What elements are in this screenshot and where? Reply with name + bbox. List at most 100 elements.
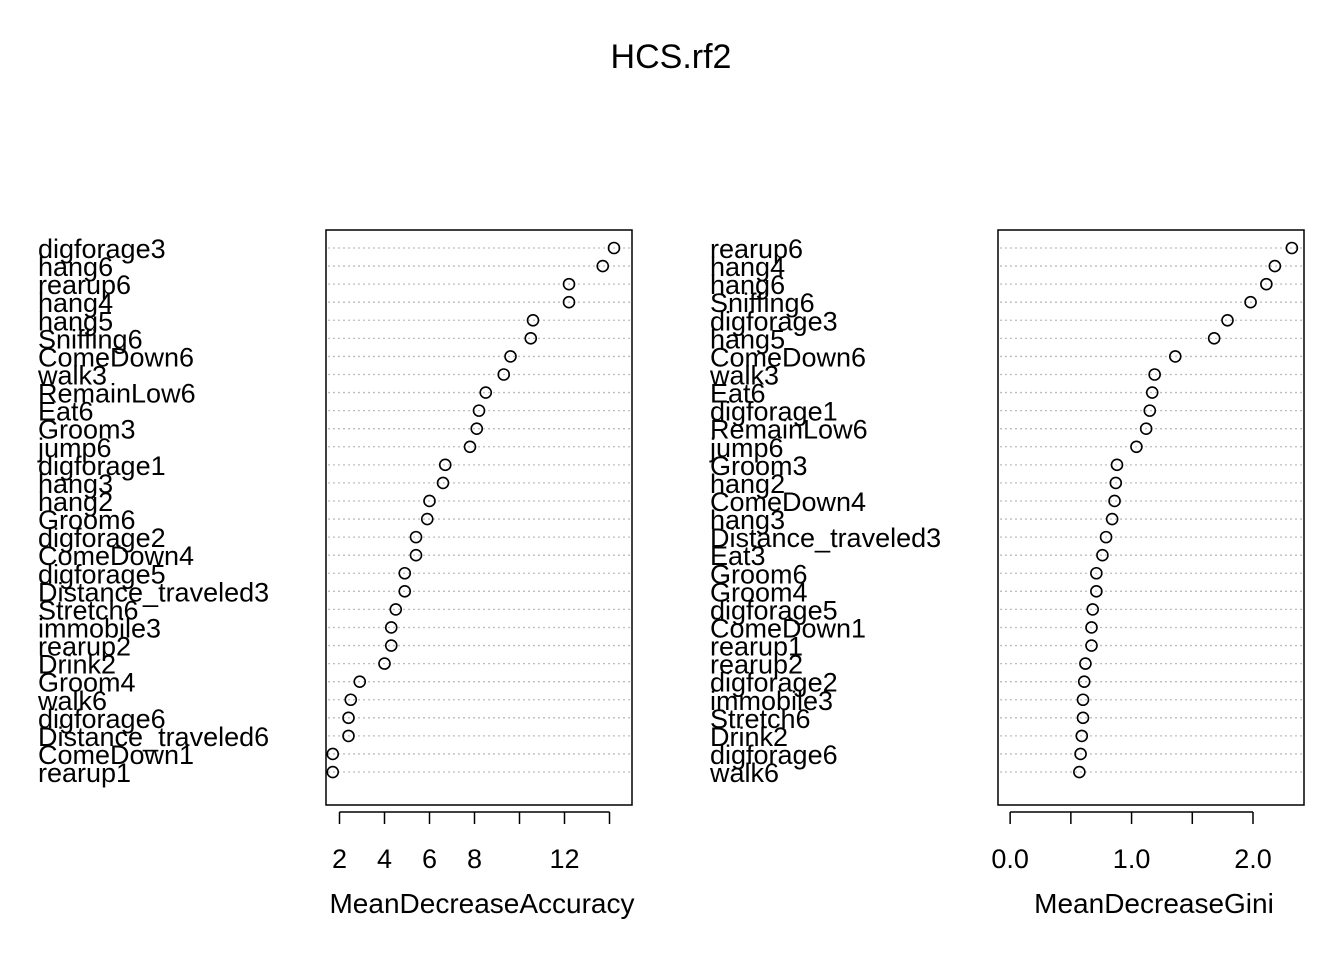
dots-gini — [1073, 241, 1299, 779]
category-label: hang5 — [710, 324, 785, 354]
data-point — [479, 386, 493, 399]
category-label: ComeDown4 — [710, 487, 866, 517]
category-label: immobile3 — [710, 686, 833, 716]
panel-mean-decrease-gini: rearup6hang4hang6Sniffing6digforage3hang… — [709, 229, 1305, 919]
category-label: Stretch6 — [710, 704, 811, 734]
data-point — [353, 675, 367, 688]
data-point — [398, 566, 412, 580]
data-point — [398, 585, 412, 598]
dots-accuracy — [326, 241, 621, 779]
category-label: Groom6 — [710, 559, 808, 589]
data-point — [326, 765, 340, 779]
category-label: digforage1 — [38, 451, 166, 481]
category-label: RemainLow6 — [710, 415, 868, 445]
data-point — [1221, 313, 1234, 327]
category-label: digforage5 — [710, 595, 838, 625]
category-label: rearup1 — [38, 758, 131, 788]
category-label: ComeDown6 — [710, 342, 866, 372]
category-label: Stretch6 — [38, 595, 139, 625]
x-axis-gini: 0.0 1.0 2.0 — [991, 811, 1272, 874]
category-label: ComeDown4 — [38, 541, 194, 571]
x-axis-label-gini: MeanDecreaseGini — [1034, 888, 1274, 919]
category-label: hang3 — [710, 505, 785, 535]
data-point — [1143, 404, 1157, 417]
grid-lines-gini — [1000, 247, 1302, 773]
data-point — [1079, 657, 1092, 670]
category-label: Distance_traveled3 — [38, 577, 269, 607]
category-label: digforage1 — [710, 397, 838, 427]
category-label: Drink2 — [38, 650, 116, 680]
data-point — [1145, 386, 1159, 399]
data-point — [1075, 729, 1089, 743]
grid-lines-accuracy — [328, 247, 630, 773]
x-tick-label: 12 — [549, 844, 579, 874]
data-point — [1109, 476, 1123, 490]
data-point — [1085, 639, 1098, 652]
category-label: Groom3 — [38, 415, 136, 445]
data-point — [562, 295, 576, 309]
category-label: hang2 — [38, 487, 113, 517]
data-point — [409, 548, 423, 562]
plot-frame-gini — [997, 229, 1305, 806]
category-label: Sniffing6 — [710, 288, 815, 318]
data-point — [607, 241, 621, 255]
x-tick-label: 2.0 — [1234, 844, 1272, 874]
category-label: digforage2 — [710, 668, 838, 698]
category-label: Eat6 — [710, 379, 766, 409]
data-point — [1148, 368, 1161, 381]
data-point — [1099, 530, 1113, 544]
data-point — [326, 747, 340, 761]
category-label: digforage6 — [710, 740, 838, 770]
category-label: rearup2 — [710, 650, 803, 680]
data-point — [342, 729, 355, 743]
category-label: Distance_traveled6 — [38, 722, 269, 752]
data-point — [1130, 440, 1143, 454]
category-label: Groom4 — [38, 668, 136, 698]
data-point — [1108, 494, 1121, 508]
data-point — [1086, 603, 1100, 616]
plot-frame-accuracy — [325, 229, 633, 806]
category-label: Eat6 — [38, 397, 94, 427]
category-label: rearup6 — [710, 234, 803, 264]
data-point — [344, 693, 358, 707]
category-label: jump6 — [37, 433, 112, 463]
category-label: Distance_traveled3 — [710, 523, 941, 553]
category-label: walk6 — [37, 686, 107, 716]
data-point — [1090, 585, 1103, 598]
data-point — [423, 494, 436, 508]
panel-mean-decrease-accuracy: digforage3hang6rearup6hang4hang5Sniffing… — [37, 229, 635, 919]
data-point — [1077, 675, 1091, 688]
data-point — [1168, 350, 1182, 363]
category-label: digforage3 — [38, 234, 166, 264]
data-point — [438, 458, 452, 472]
data-point — [1090, 566, 1103, 580]
category-label: jump6 — [709, 433, 784, 463]
category-label: ComeDown6 — [38, 342, 194, 372]
data-point — [384, 621, 398, 634]
data-point — [389, 603, 403, 616]
category-label: digforage6 — [38, 704, 166, 734]
category-label: walk6 — [709, 758, 779, 788]
data-point — [1074, 747, 1087, 761]
category-label: hang5 — [38, 306, 113, 336]
category-label: rearup6 — [38, 270, 131, 300]
data-point — [1110, 458, 1124, 472]
data-point — [1268, 259, 1282, 273]
data-point — [420, 512, 434, 526]
x-axis-accuracy: 2 4 6 8 12 — [332, 811, 611, 874]
data-point — [524, 332, 538, 345]
category-label: ComeDown1 — [710, 613, 866, 643]
y-labels-gini: rearup6hang4hang6Sniffing6digforage3hang… — [709, 234, 941, 788]
data-point — [470, 422, 484, 436]
x-tick-label: 1.0 — [1113, 844, 1151, 874]
x-tick-label: 6 — [422, 844, 437, 874]
category-label: ComeDown1 — [38, 740, 194, 770]
category-label: hang6 — [38, 252, 113, 282]
category-label: immobile3 — [38, 613, 161, 643]
data-point — [472, 404, 486, 417]
category-label: hang2 — [710, 469, 785, 499]
data-point — [1076, 693, 1090, 707]
data-point — [436, 476, 450, 490]
category-label: Eat3 — [710, 541, 766, 571]
